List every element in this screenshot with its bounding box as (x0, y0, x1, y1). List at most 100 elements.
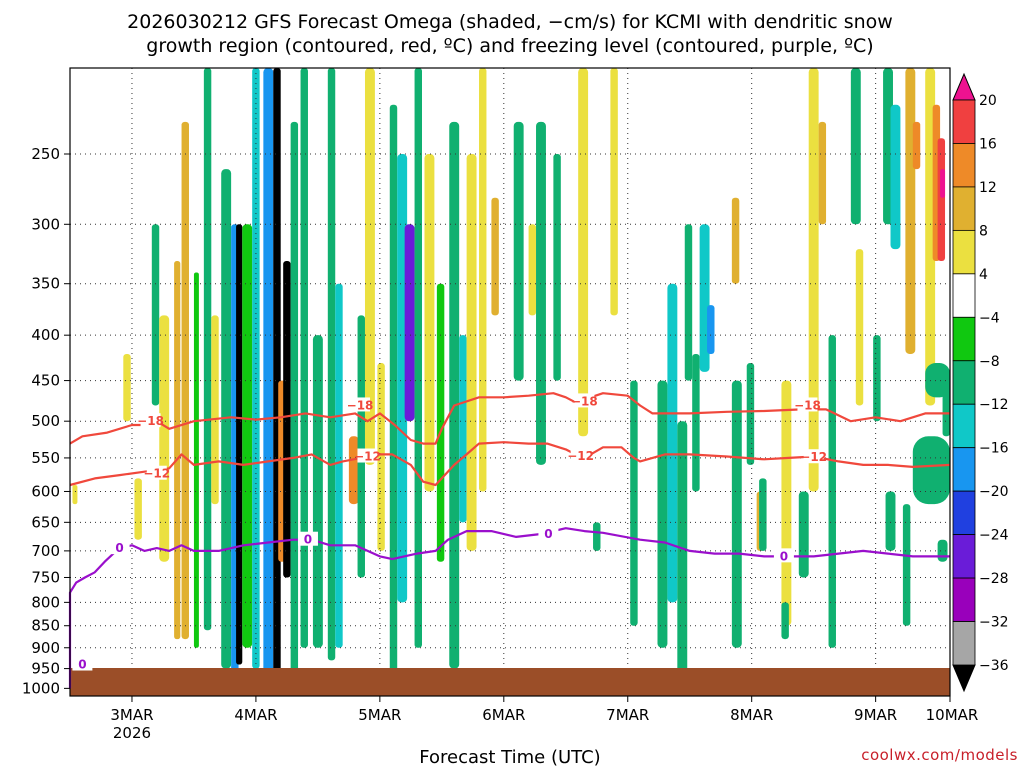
y-tick-label: 650 (31, 513, 60, 531)
omega-cell (731, 197, 740, 284)
omega-cell (707, 305, 715, 354)
contour-line (69, 441, 951, 487)
contour-label: 0 (780, 549, 788, 563)
omega-cell (885, 491, 896, 551)
colorbar-label: 8 (979, 223, 988, 239)
contour-label: 0 (544, 527, 552, 541)
y-tick-label: 450 (31, 372, 60, 390)
x-tick-label: 3MAR (110, 706, 153, 724)
omega-cell (389, 104, 398, 673)
omega-cell (134, 478, 142, 540)
chart-title-line1: 2026030212 GFS Forecast Omega (shaded, −… (127, 11, 893, 33)
colorbar-label: −28 (979, 571, 1009, 587)
omega-cell (377, 363, 385, 551)
omega-cell (290, 121, 299, 677)
omega-cell (193, 272, 199, 648)
x-tick-label: 5MAR (358, 706, 401, 724)
omega-cell (808, 68, 819, 492)
omega-cell (684, 224, 693, 381)
omega-cell (818, 121, 827, 225)
omega-cell (873, 335, 881, 422)
contour-label-bg (72, 656, 93, 671)
colorbar-label: −32 (979, 615, 1009, 631)
colorbar: 20 16 12 8 4 −4 −8 −12 −16 −20 −24 −28 −32 −36 (952, 72, 1009, 693)
omega-cell (357, 315, 365, 578)
contour-label-bg (146, 465, 167, 480)
colorbar-label: −24 (979, 528, 1009, 544)
contour-label: −18 (347, 398, 374, 412)
y-tick-label: 350 (31, 275, 60, 293)
colorbar-label: −16 (979, 441, 1009, 457)
credit-text: coolwx.com/models (861, 746, 1018, 764)
y-tick-label: 300 (31, 215, 60, 233)
omega-cell (283, 261, 291, 578)
colorbar-label: −4 (979, 310, 1000, 326)
contour-label-bg (109, 540, 130, 555)
plot-area: −18 −18 −18 −18 −12 −12 −12 −12 0 0 0 0 0 (68, 67, 951, 697)
grid-lines (70, 68, 950, 696)
omega-cell (449, 121, 460, 669)
colorbar-bin (952, 143, 976, 188)
omega-cell (236, 224, 243, 665)
omega-cell (312, 335, 323, 648)
contour-label: 0 (78, 658, 86, 672)
omega-cell (159, 315, 170, 562)
colorbar-bin (952, 403, 976, 449)
omega-cell (300, 68, 308, 648)
omega-cell (459, 335, 467, 523)
omega-cell (414, 68, 422, 648)
y-axis-pressure: 250 300 350 400 450 500 550 600 650 700 750 800 850 9… (22, 145, 70, 697)
y-tick-label: 800 (31, 593, 60, 611)
colorbar-bin (952, 360, 976, 405)
omega-cell (890, 104, 901, 250)
y-tick-label: 600 (31, 482, 60, 500)
omega-cell (123, 353, 131, 422)
y-tick-label: 500 (31, 412, 60, 430)
x-tick-label: 10MAR (926, 706, 979, 724)
y-tick-label: 550 (31, 449, 60, 467)
colorbar-bin (952, 577, 976, 622)
colorbar-label: −20 (979, 484, 1009, 500)
y-tick-label: 400 (31, 326, 60, 344)
omega-cell (203, 68, 212, 631)
contour-label: −12 (354, 450, 381, 464)
contour-line (69, 392, 950, 445)
contour-lines: −18 −18 −18 −18 −12 −12 −12 −12 0 0 0 0 0 (68, 392, 951, 689)
contour-label-bg (773, 548, 794, 563)
contour-label: 0 (304, 533, 312, 547)
colorbar-label: −36 (979, 658, 1009, 674)
omega-cell (72, 484, 78, 505)
omega-cell (174, 261, 181, 640)
omega-cell (327, 68, 336, 661)
contour-label-bg (803, 449, 824, 464)
colorbar-bin (952, 621, 976, 666)
omega-cell (912, 436, 950, 505)
omega-cell (699, 224, 710, 372)
omega-cell (937, 539, 948, 562)
omega-cell (436, 283, 445, 562)
y-tick-label: 900 (31, 639, 60, 657)
omega-cell (211, 315, 219, 505)
plot-frame (69, 67, 951, 697)
x-tick-label: 6MAR (482, 706, 525, 724)
colorbar-bin (952, 490, 976, 536)
omega-cell (424, 154, 435, 492)
colorbar-label: −8 (979, 354, 1000, 370)
omega-cell (364, 68, 375, 465)
contour-label-bg (350, 397, 371, 412)
omega-cell (479, 68, 487, 492)
x-axis-label: Forecast Time (UTC) (419, 747, 600, 768)
contour-label: −12 (800, 450, 827, 464)
y-tick-label: 700 (31, 542, 60, 560)
colorbar-bottom-arrow (952, 664, 976, 693)
omega-cell (925, 363, 950, 398)
contour-label: −18 (794, 398, 821, 412)
x-tick-label: 4MAR (234, 706, 277, 724)
contour-label-bg (570, 447, 591, 462)
omega-cell (798, 491, 809, 578)
omega-cell (335, 283, 343, 648)
contour-label-bg (357, 448, 378, 463)
omega-cell (630, 380, 638, 626)
chart-title-line2: growth region (contoured, red, ºC) and f… (146, 35, 873, 57)
omega-cell (677, 421, 688, 673)
